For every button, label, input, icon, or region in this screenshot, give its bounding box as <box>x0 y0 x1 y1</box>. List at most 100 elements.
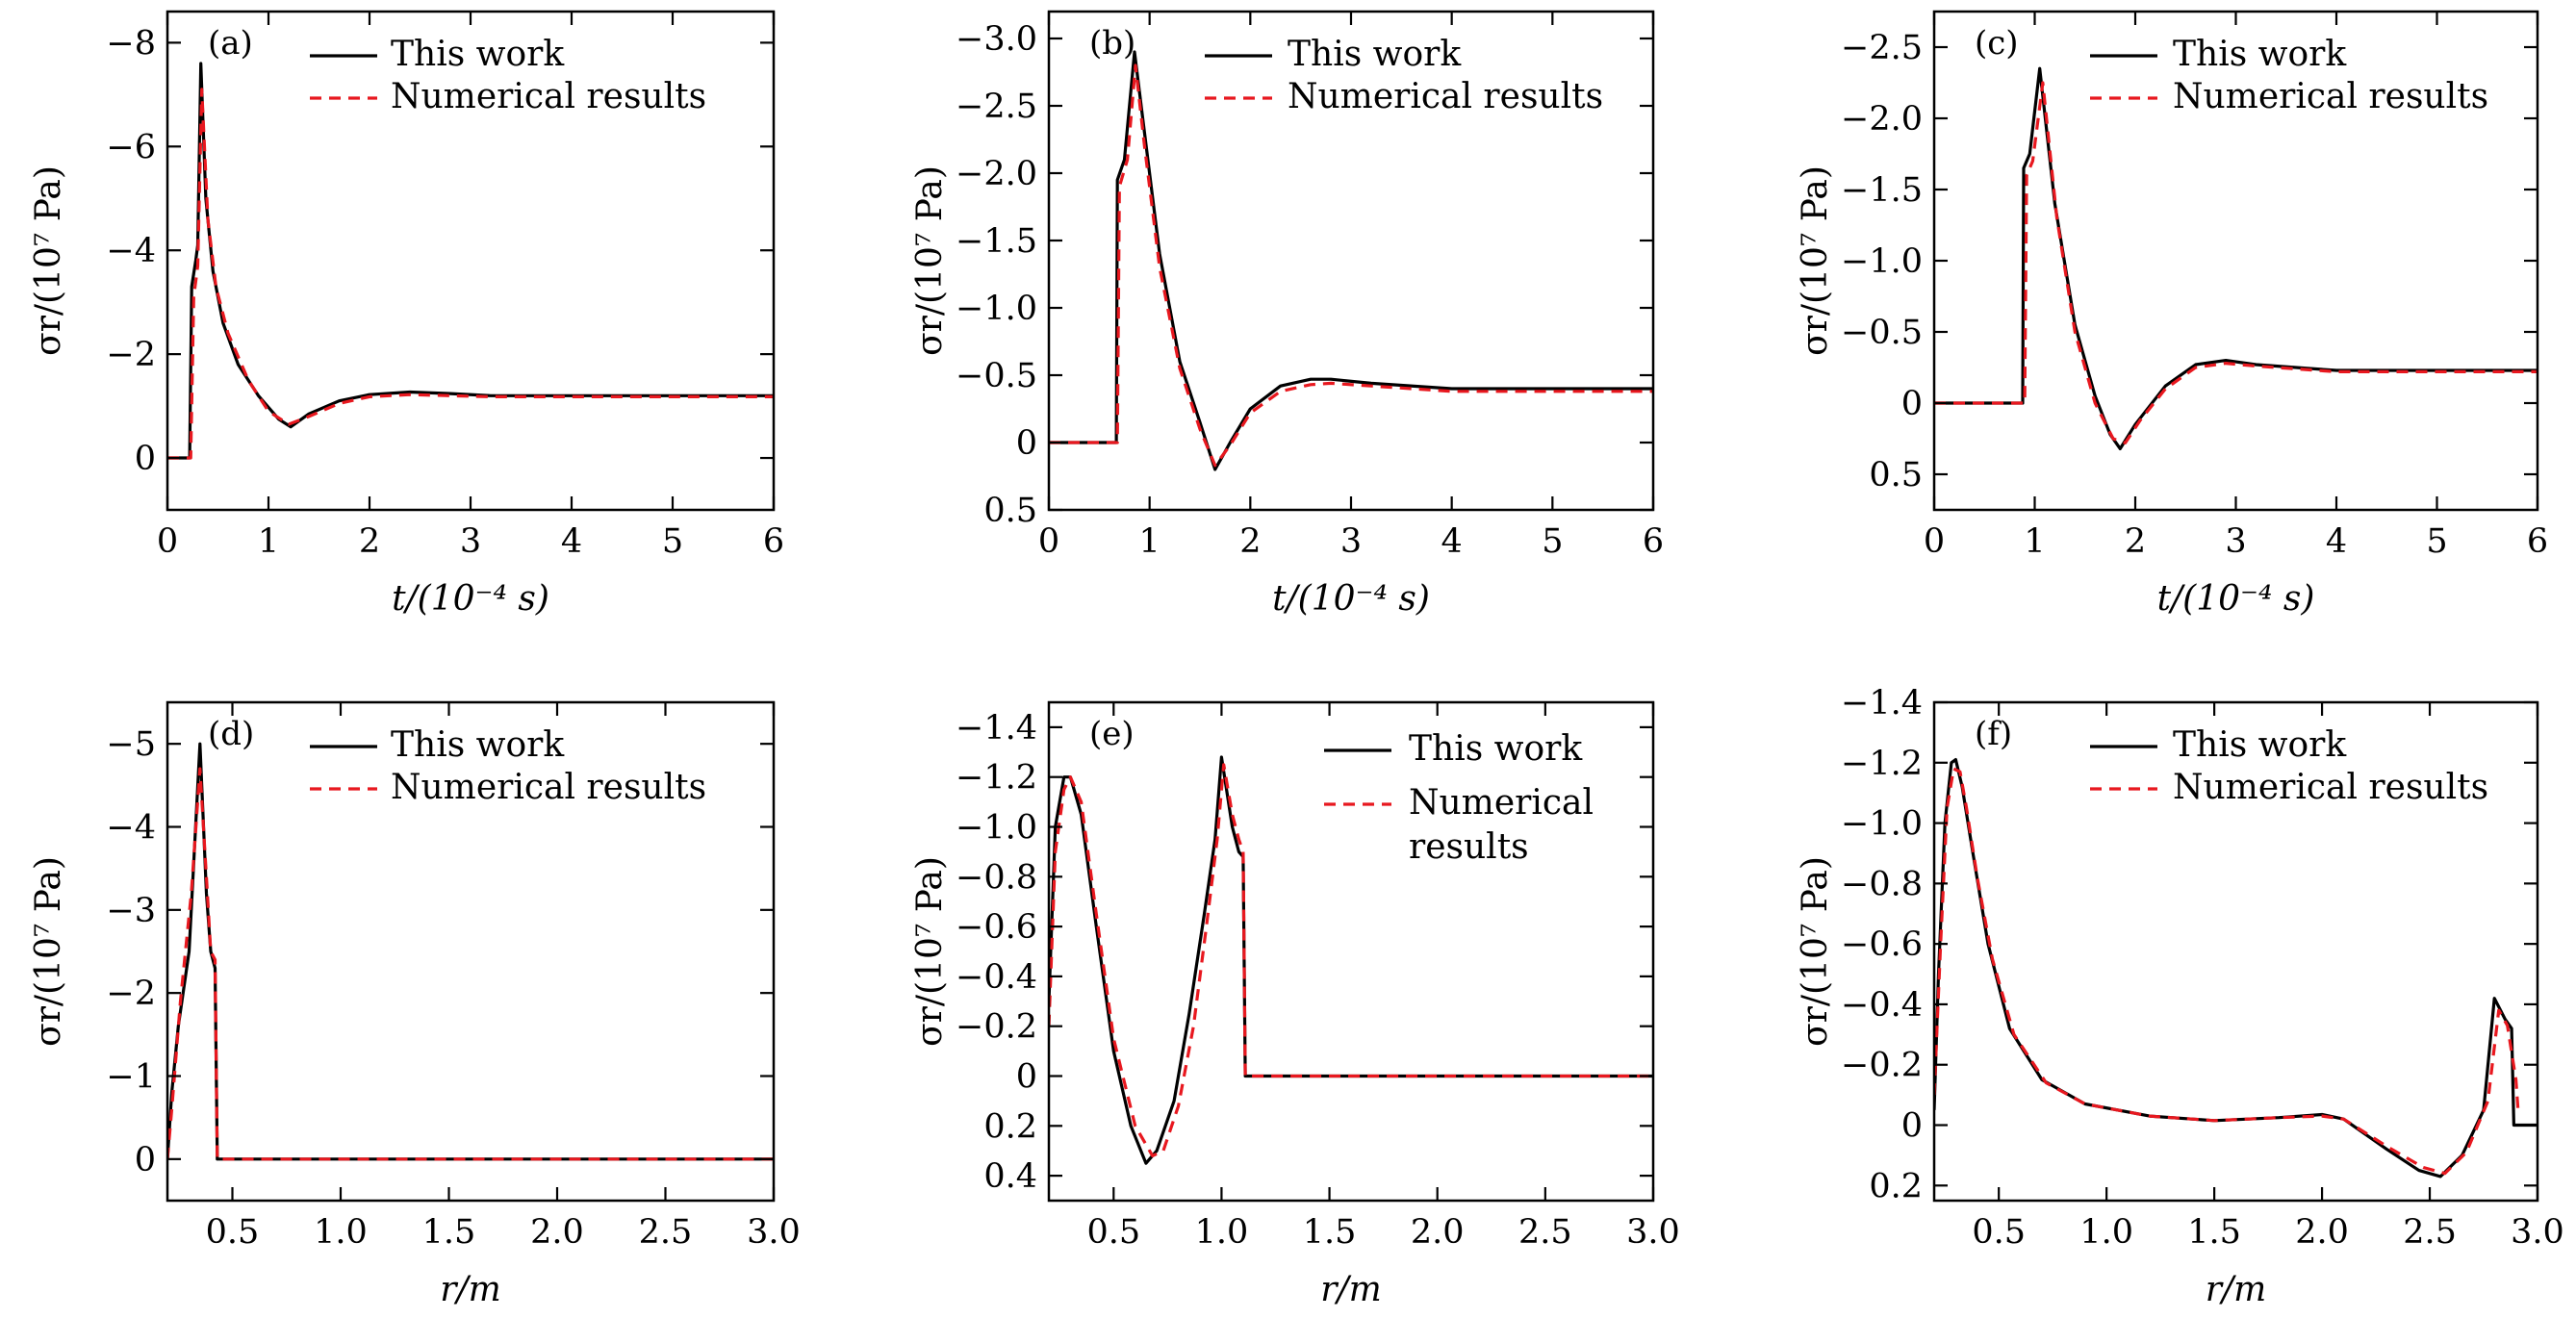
panel-tag: (e) <box>1089 715 1135 753</box>
x-tick-label: 2 <box>1239 522 1261 561</box>
y-tick-label: 0.2 <box>983 1107 1037 1146</box>
x-tick-label: 3.0 <box>2511 1213 2564 1252</box>
x-tick-label: 2.5 <box>1518 1213 1572 1252</box>
legend-label-numerical: Numerical results <box>2173 77 2488 116</box>
x-tick-label: 2.0 <box>530 1213 584 1252</box>
y-tick-label: 0 <box>1016 424 1037 463</box>
y-axis-label: σr/(10⁷ Pa) <box>910 856 950 1047</box>
panel-1: 0 1 2 3 4 5 6 0 −2 −4 −6 −8 t/(10⁻⁴ s) σr/(10⁷ Pa) (a)… <box>29 10 784 619</box>
x-tick-label: 6 <box>763 522 784 561</box>
y-tick-label: −1.4 <box>956 709 1037 748</box>
series-this-work-line <box>1049 50 1653 471</box>
series-this-work-line <box>167 62 774 460</box>
x-axis-label: r/m <box>2206 1270 2266 1309</box>
y-tick-label: −1 <box>106 1058 156 1097</box>
y-tick-label: −0.6 <box>1841 925 1923 964</box>
y-tick-label: −4 <box>106 232 156 270</box>
x-tick-label: 2 <box>359 522 380 561</box>
x-tick-label: 5 <box>2426 522 2447 561</box>
y-tick-label: 0 <box>1901 385 1923 423</box>
x-axis-label: t/(10⁻⁴ s) <box>2157 579 2315 619</box>
x-tick-label: 3.0 <box>1626 1213 1680 1252</box>
legend-label-numerical: Numerical results <box>1288 77 1603 116</box>
legend: This work Numerical results <box>1324 729 1594 867</box>
y-tick-label: 0.4 <box>983 1157 1037 1196</box>
x-axis-label: t/(10⁻⁴ s) <box>1272 579 1430 619</box>
y-tick-label: −0.2 <box>956 1008 1037 1047</box>
legend-label-this-work: This work <box>391 725 565 765</box>
y-tick-label: −0.8 <box>956 858 1037 897</box>
y-tick-label: 0 <box>1901 1107 1923 1146</box>
x-tick-label: 3 <box>460 522 481 561</box>
y-tick-label: −4 <box>106 809 156 848</box>
y-axis-label: σr/(10⁷ Pa) <box>1796 856 1835 1047</box>
x-tick-label: 2 <box>2125 522 2146 561</box>
y-tick-label: −8 <box>106 24 156 63</box>
y-tick-label: −0.4 <box>956 958 1037 997</box>
y-tick-label: 0 <box>135 440 156 478</box>
y-tick-label: −1.5 <box>956 222 1037 261</box>
y-tick-label: −1.2 <box>1841 745 1923 783</box>
plot-frame <box>1932 700 2539 1203</box>
x-tick-label: 3 <box>1340 522 1362 561</box>
x-tick-label: 0.5 <box>1086 1213 1140 1252</box>
x-axis-label: r/m <box>440 1270 500 1309</box>
y-tick-label: −0.6 <box>956 908 1037 947</box>
x-axis-label: t/(10⁻⁴ s) <box>392 579 549 619</box>
x-tick-label: 1.0 <box>2079 1213 2133 1252</box>
x-tick-label: 1.0 <box>314 1213 368 1252</box>
x-tick-label: 6 <box>1643 522 1664 561</box>
y-tick-label: −1.0 <box>956 809 1037 848</box>
series-numerical-line <box>167 88 774 460</box>
series-this-work-line <box>1049 755 1653 1165</box>
y-tick-label: −2 <box>106 975 156 1013</box>
panel-2: 0 1 2 3 4 5 60.50−0.5−1.0−1.5−2.0−2.5−3.0t/(10… <box>910 10 1664 619</box>
x-tick-label: 1 <box>258 522 279 561</box>
y-tick-label: 0 <box>135 1141 156 1179</box>
y-tick-label: 0.5 <box>983 492 1037 530</box>
legend-label-numerical: Numerical results <box>2173 768 2488 807</box>
x-tick-label: 2.5 <box>2403 1213 2457 1252</box>
panel-6: 0.5 1.0 1.5 2.0 2.5 3.0 0.2 0 −0.2 −0.4 −0.6 −0.8 −1… <box>1796 684 2564 1309</box>
legend-label-this-work: This work <box>1288 35 1462 74</box>
panel-tag: (d) <box>208 715 254 753</box>
legend-label-this-work: This work <box>1409 729 1583 769</box>
plot-frame <box>1047 700 1655 1203</box>
panel-5: 0.5 1.0 1.5 2.0 2.5 3.0 0.4 0.2 0 −0.2 −0.4 −0.6 −0.… <box>910 700 1680 1309</box>
panel-tag: (c) <box>1975 24 2019 63</box>
y-tick-label: 0 <box>1016 1058 1037 1097</box>
legend-label-numerical: Numerical results <box>1409 783 1594 867</box>
y-tick-label: −1.0 <box>1841 805 1923 844</box>
y-tick-label: −2 <box>106 336 156 374</box>
legend-label-this-work: This work <box>391 35 565 74</box>
y-tick-label: −0.5 <box>956 357 1037 395</box>
x-tick-label: 1.5 <box>2187 1213 2241 1252</box>
x-tick-label: 0 <box>157 522 178 561</box>
x-tick-label: 0.5 <box>1972 1213 2026 1252</box>
x-tick-label: 2.0 <box>1411 1213 1465 1252</box>
series-numerical-line <box>1934 81 2538 444</box>
series-numerical-line <box>1049 763 1653 1158</box>
panel-3: 0 1 2 3 4 5 60.50−0.5−1.0−1.5−2.0−2.5t/(10⁻⁴ s… <box>1796 10 2548 619</box>
y-tick-label: −2.0 <box>1841 100 1923 139</box>
x-tick-label: 1 <box>1139 522 1160 561</box>
y-tick-label: −1.5 <box>1841 171 1923 210</box>
panel-4: 0.5 1.0 1.5 2.0 2.5 3.0 0 −1 −2 −3 −4 −5 r/m σr/(10⁷ … <box>29 700 801 1309</box>
panel-tag: (b) <box>1089 24 1135 63</box>
legend-label-numerical: Numerical results <box>391 77 706 116</box>
x-tick-label: 4 <box>1441 522 1463 561</box>
x-tick-label: 4 <box>2326 522 2347 561</box>
y-tick-label: 0.2 <box>1869 1167 1923 1205</box>
y-tick-label: −2.5 <box>1841 29 1923 67</box>
y-tick-label: −1.2 <box>956 759 1037 798</box>
y-tick-label: −2.0 <box>956 155 1037 193</box>
x-tick-label: 6 <box>2527 522 2548 561</box>
x-tick-label: 0 <box>1924 522 1945 561</box>
y-axis-label: σr/(10⁷ Pa) <box>29 165 68 356</box>
y-tick-label: −5 <box>106 725 156 764</box>
x-tick-label: 5 <box>662 522 683 561</box>
x-tick-label: 0.5 <box>206 1213 260 1252</box>
